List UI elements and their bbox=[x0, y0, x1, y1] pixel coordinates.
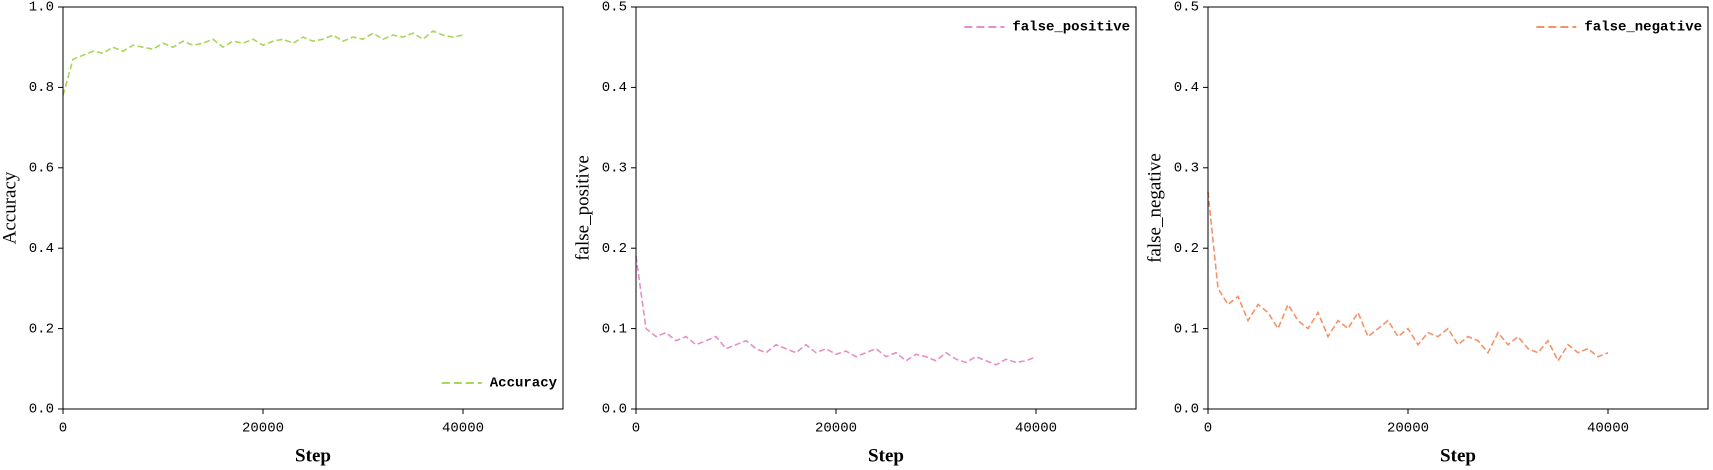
y-tick-label: 0.2 bbox=[29, 321, 54, 337]
y-tick-label: 0.0 bbox=[602, 402, 627, 418]
series-line bbox=[62, 30, 464, 96]
series-line bbox=[635, 256, 1037, 366]
y-axis-label: false_negative bbox=[1144, 153, 1165, 263]
y-tick-label: 0.2 bbox=[1174, 241, 1199, 257]
x-tick-label: 20000 bbox=[242, 421, 284, 437]
legend-label: false_negative bbox=[1584, 20, 1702, 36]
plot-frame bbox=[1207, 6, 1709, 410]
legend-label: Accuracy bbox=[490, 376, 558, 392]
y-tick-label: 0.2 bbox=[602, 241, 627, 257]
y-tick-label: 0.5 bbox=[1174, 0, 1199, 16]
y-tick-label: 0.1 bbox=[602, 321, 627, 337]
y-tick-label: 0.0 bbox=[29, 402, 54, 418]
y-tick-label: 0.5 bbox=[602, 0, 627, 16]
y-tick-label: 0.4 bbox=[602, 80, 627, 96]
y-axis-label: Accuracy bbox=[0, 171, 20, 244]
plot-frame bbox=[62, 6, 564, 410]
y-tick-label: 0.4 bbox=[1174, 80, 1199, 96]
y-tick-label: 0.6 bbox=[29, 161, 54, 177]
series-line bbox=[1207, 191, 1609, 363]
x-tick-label: 40000 bbox=[1587, 421, 1629, 437]
x-tick-label: 0 bbox=[632, 421, 640, 437]
y-tick-label: 1.0 bbox=[29, 0, 54, 16]
x-axis-label: Step bbox=[868, 445, 904, 466]
x-axis-label: Step bbox=[295, 445, 331, 466]
x-tick-label: 40000 bbox=[442, 421, 484, 437]
y-tick-label: 0.0 bbox=[1174, 402, 1199, 418]
legend-label: false_positive bbox=[1012, 20, 1130, 36]
x-tick-label: 40000 bbox=[1015, 421, 1057, 437]
x-tick-label: 0 bbox=[1204, 421, 1212, 437]
x-tick-label: 0 bbox=[59, 421, 67, 437]
x-tick-label: 20000 bbox=[815, 421, 857, 437]
y-axis-label: false_positive bbox=[572, 155, 593, 261]
plot-frame bbox=[635, 6, 1137, 410]
y-tick-label: 0.3 bbox=[602, 161, 627, 177]
x-axis-label: Step bbox=[1440, 445, 1476, 466]
y-tick-label: 0.8 bbox=[29, 80, 54, 96]
y-tick-label: 0.4 bbox=[29, 241, 54, 257]
y-tick-label: 0.1 bbox=[1174, 321, 1199, 337]
x-tick-label: 20000 bbox=[1387, 421, 1429, 437]
y-tick-label: 0.3 bbox=[1174, 161, 1199, 177]
